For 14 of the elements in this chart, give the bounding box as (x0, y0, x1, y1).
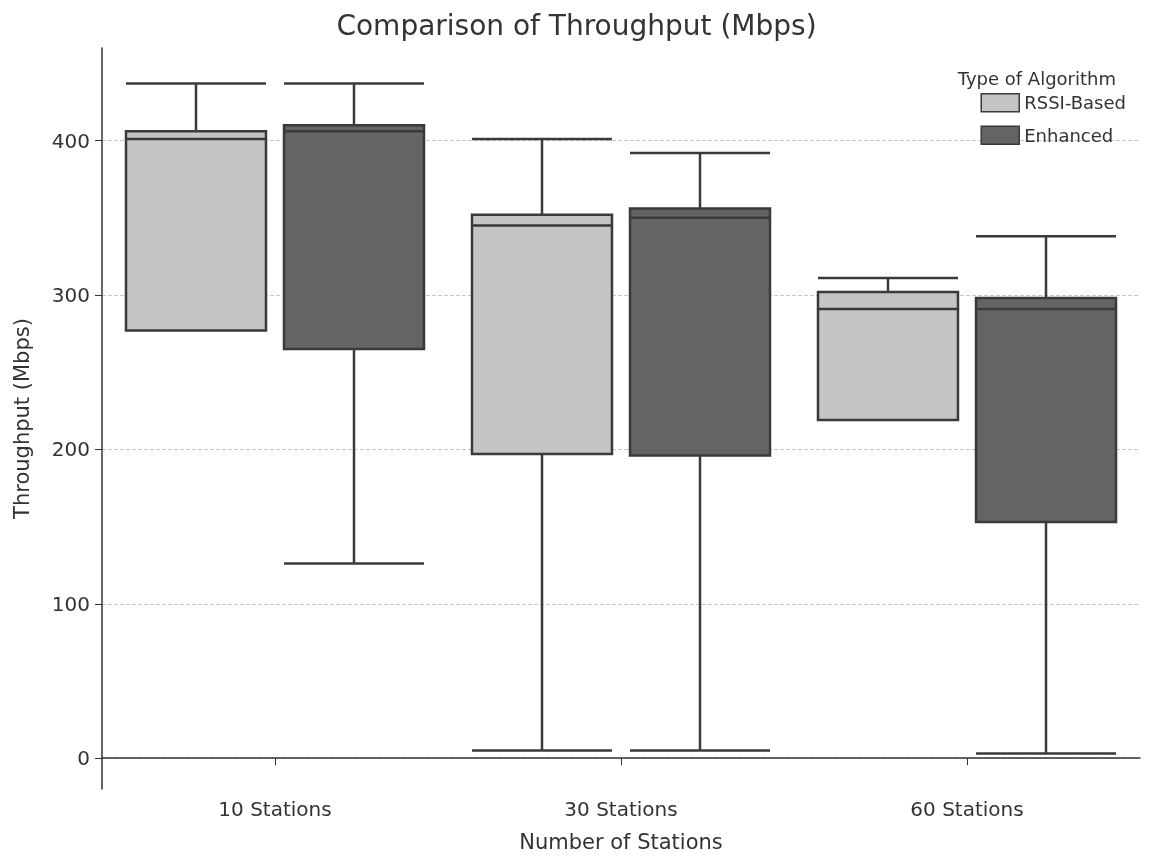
x-axis-title: Number of Stations (519, 829, 723, 854)
legend-label: Enhanced (1024, 124, 1114, 146)
y-tick-label: 200 (51, 437, 90, 462)
chart-title: Comparison of Throughput (Mbps) (336, 8, 817, 42)
x-tick-label: 30 Stations (564, 797, 678, 821)
y-axis-title: Throughput (Mbps) (9, 318, 34, 520)
x-tick-label: 10 Stations (218, 797, 332, 821)
y-tick-label: 400 (51, 128, 90, 153)
y-tick-label: 0 (77, 746, 90, 771)
y-tick-label: 100 (51, 591, 90, 616)
legend-title: Type of Algorithm (956, 67, 1117, 89)
y-tick-label: 300 (51, 283, 90, 307)
x-tick-label: 60 Stations (910, 797, 1024, 821)
legend-label: RSSI-Based (1024, 92, 1126, 114)
